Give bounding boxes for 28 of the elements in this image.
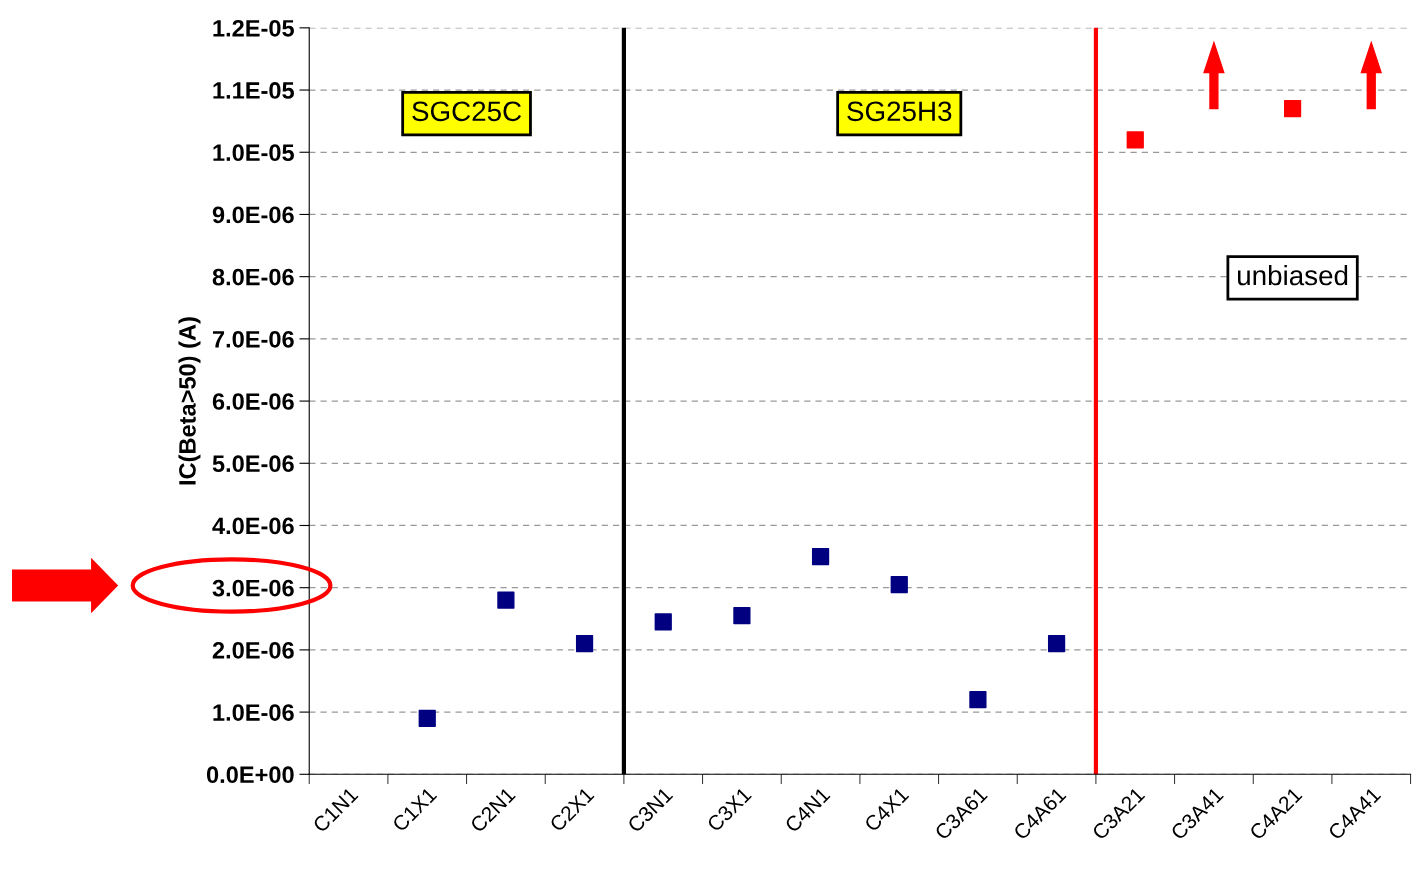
y-tick-label: 1.1E-05: [213, 82, 294, 99]
y-tick-label: 5.0E-06: [212, 455, 294, 473]
point: [811, 547, 830, 566]
y-tick-label: 7.0E-06: [212, 330, 294, 348]
y-tick-label: 3.0E-06: [212, 579, 294, 597]
point: [1283, 100, 1302, 118]
y-tick-label: 2.0E-06: [212, 641, 294, 659]
point: [1047, 635, 1066, 653]
annotation: SGC25C: [412, 101, 522, 122]
point: [890, 575, 908, 594]
annotation: unbiased: [1238, 264, 1348, 286]
y-tick-label: 8.0E-06: [212, 268, 294, 286]
point: [654, 613, 672, 631]
annotation: SG25H3: [847, 101, 952, 122]
point: [969, 691, 987, 709]
y-tick-label: 0.0E+00: [206, 766, 294, 784]
y-axis-title: IC(Beta>50) (A): [178, 317, 201, 485]
y-tick-label: 1.0E-05: [213, 144, 294, 162]
y-tick-label: 6.0E-06: [212, 393, 294, 410]
y-tick-label: 1.0E-06: [213, 704, 294, 721]
point: [575, 635, 594, 653]
y-tick-label: 1.2E-05: [213, 19, 294, 37]
y-tick-label: 4.0E-06: [212, 517, 294, 535]
point: [418, 709, 436, 727]
point: [497, 591, 515, 609]
y-tick-label: 9.0E-06: [212, 206, 294, 224]
point: [1126, 131, 1144, 149]
point: [733, 607, 751, 625]
